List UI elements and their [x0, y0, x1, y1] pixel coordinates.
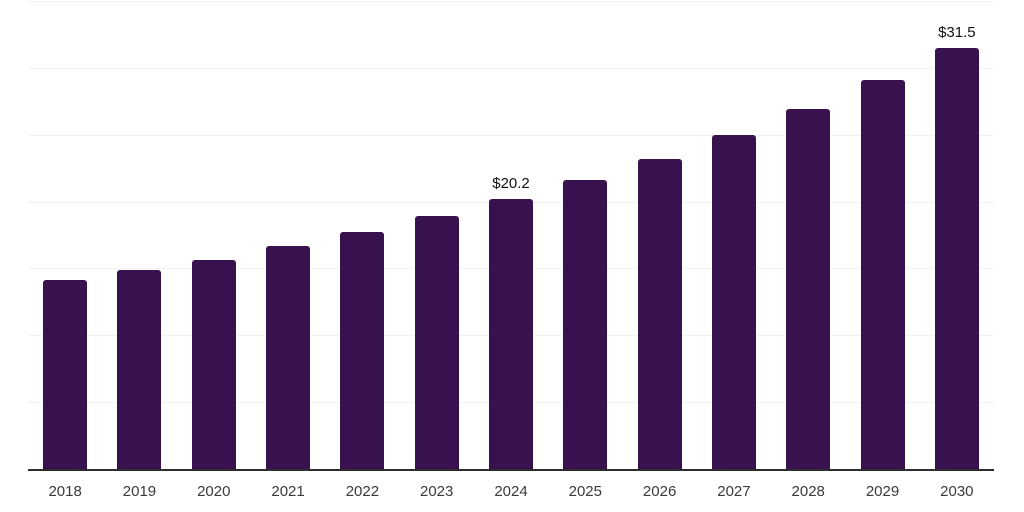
x-tick-label-2024: 2024 [494, 483, 528, 500]
gridline-30 [28, 67, 994, 69]
bar-2025 [563, 180, 608, 469]
x-tick-label-2028: 2028 [791, 483, 825, 500]
bar-2028 [786, 109, 831, 469]
bar-2021 [266, 245, 311, 469]
gridline-25 [28, 134, 994, 136]
bar-value-label-2030: $31.5 [938, 23, 976, 41]
x-tick-label-2018: 2018 [48, 483, 82, 500]
x-axis-line [28, 469, 994, 471]
x-tick-label-2030: 2030 [940, 483, 974, 500]
bar-2023 [414, 216, 459, 469]
x-tick-label-2019: 2019 [122, 483, 157, 500]
bar-2030 [934, 47, 979, 469]
bar-2022 [340, 232, 385, 469]
x-tick-label-2025: 2025 [568, 483, 602, 500]
gridline-35 [28, 1, 994, 2]
x-tick-label-2029: 2029 [865, 483, 900, 500]
bar-2019 [117, 269, 162, 469]
x-tick-label-2027: 2027 [717, 483, 751, 500]
x-tick-label-2023: 2023 [420, 483, 454, 500]
bar-value-label-2024: $20.2 [492, 174, 530, 192]
x-tick-label-2026: 2026 [642, 483, 677, 500]
x-tick-label-2021: 2021 [271, 483, 305, 500]
bar-2024 [489, 198, 533, 469]
x-tick-label-2020: 2020 [197, 483, 231, 500]
bar-2027 [711, 134, 756, 469]
bar-2029 [860, 79, 905, 469]
x-tick-label-2022: 2022 [345, 483, 380, 500]
bar-2020 [191, 260, 236, 469]
bar-2026 [637, 158, 682, 469]
bar-2018 [43, 280, 88, 469]
